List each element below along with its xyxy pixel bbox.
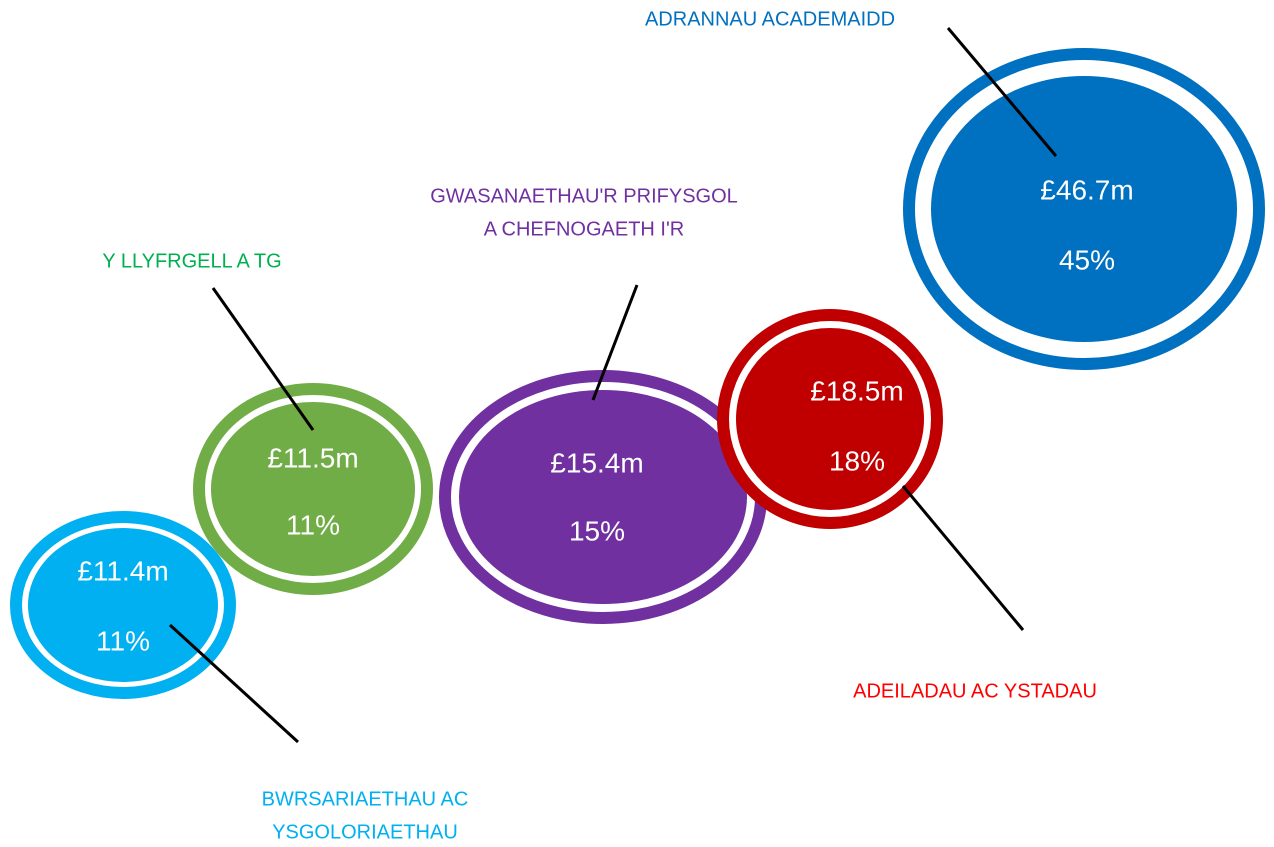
percent: 45% bbox=[1059, 244, 1115, 275]
bubble bbox=[28, 528, 218, 682]
amount: £46.7m bbox=[1040, 174, 1133, 205]
leader-line bbox=[901, 485, 1025, 631]
amount: £18.5m bbox=[810, 375, 903, 406]
leader-line bbox=[946, 27, 1058, 157]
category-label: A CHEFNOGAETH I'R bbox=[484, 218, 685, 240]
amount: £11.4m bbox=[77, 555, 168, 586]
bubble bbox=[459, 390, 747, 604]
bubble bbox=[736, 328, 924, 510]
bubble bbox=[931, 76, 1237, 342]
leader-line bbox=[211, 287, 315, 431]
category-label: ADRANNAU ACADEMAIDD bbox=[645, 8, 895, 30]
bubble bbox=[211, 402, 415, 576]
percent: 18% bbox=[829, 445, 885, 476]
category-label: ADEILADAU AC YSTADAU bbox=[853, 680, 1097, 702]
category-label: YSGOLORIAETHAU bbox=[272, 821, 458, 843]
leader-line bbox=[591, 284, 639, 401]
category-label: BWRSARIAETHAU AC bbox=[262, 788, 469, 810]
category-label: Y LLYFRGELL A TG bbox=[102, 250, 281, 272]
percent: 15% bbox=[569, 515, 625, 546]
amount: £15.4m bbox=[550, 447, 643, 478]
percent: 11% bbox=[96, 625, 150, 656]
leader-line bbox=[168, 623, 300, 744]
category-label: GWASANAETHAU'R PRIFYSGOL bbox=[430, 185, 738, 207]
amount: £11.5m bbox=[267, 442, 358, 473]
percent: 11% bbox=[286, 509, 340, 540]
